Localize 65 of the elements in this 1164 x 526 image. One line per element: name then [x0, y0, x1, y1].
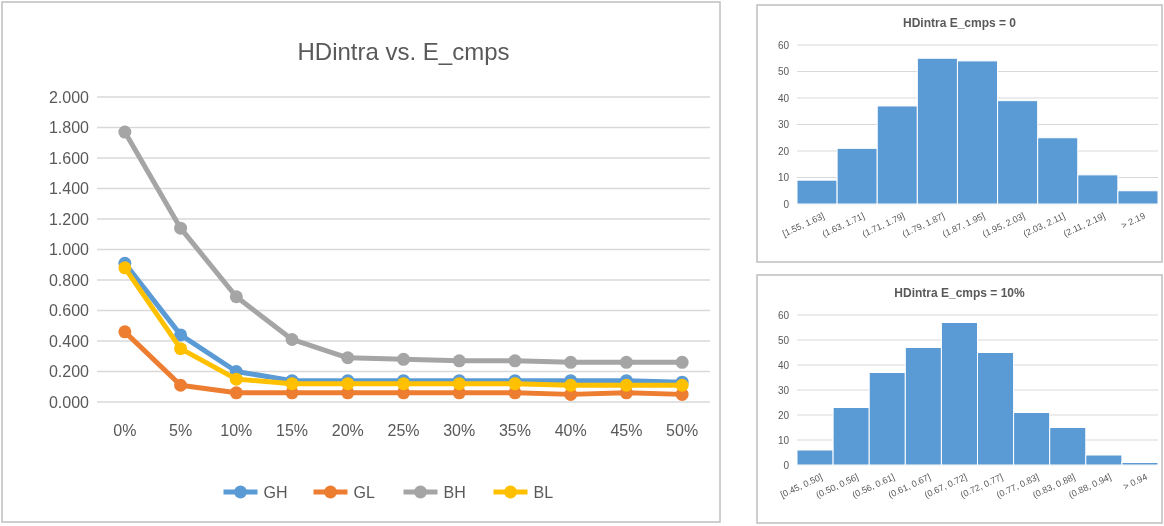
- point: [229, 372, 243, 386]
- point: [118, 325, 132, 339]
- y-tick-label: 0.000: [48, 393, 90, 411]
- point: [118, 261, 132, 275]
- x-tick-label: 35%: [498, 422, 531, 439]
- legend-label: GL: [353, 484, 375, 501]
- y-tick-label: 1.000: [48, 241, 90, 259]
- x-tick-label: > 0.94: [1121, 471, 1149, 492]
- y-tick-label: 30: [777, 119, 790, 130]
- x-tick-label: > 2.19: [1119, 210, 1147, 231]
- y-tick-label: 30: [777, 384, 790, 396]
- point: [285, 332, 299, 346]
- x-tick-label: 0%: [113, 422, 137, 439]
- y-tick-label: 1.400: [48, 180, 90, 198]
- y-tick-label: 40: [777, 359, 790, 371]
- x-tick-label: 5%: [169, 422, 193, 439]
- y-tick-label: 1.200: [48, 210, 90, 228]
- point: [229, 290, 243, 304]
- x-tick-label: 30%: [443, 422, 476, 439]
- legend-label: BH: [443, 484, 466, 501]
- x-tick-label: 50%: [666, 422, 699, 439]
- y-tick-label: 0.800: [48, 271, 90, 289]
- point: [452, 354, 466, 368]
- y-tick-label: 20: [777, 145, 790, 157]
- chart-title: HDintra vs. E_cmps: [297, 38, 510, 65]
- point: [619, 355, 633, 369]
- point: [174, 328, 188, 342]
- y-tick-label: 1.600: [48, 149, 90, 167]
- y-tick-label: 2.000: [48, 88, 90, 106]
- y-tick-label: 0.600: [48, 302, 90, 320]
- x-tick-label: 45%: [610, 422, 643, 439]
- y-tick-label: 50: [777, 66, 790, 77]
- y-tick-label: 1.800: [48, 119, 90, 137]
- chart-title: HDintra E_cmps = 0: [902, 16, 1017, 30]
- chart-title: HDintra E_cmps = 10%: [894, 286, 1026, 300]
- y-tick-label: 10: [777, 172, 790, 183]
- y-tick-label: 20: [777, 409, 790, 421]
- point: [174, 342, 188, 356]
- point: [174, 221, 188, 235]
- point: [564, 378, 578, 392]
- y-tick-label: 40: [777, 92, 790, 104]
- point: [229, 386, 243, 400]
- y-tick-label: 0: [783, 198, 790, 210]
- point: [619, 378, 633, 392]
- y-tick-label: 0.400: [48, 332, 90, 350]
- x-tick-label: 15%: [276, 422, 309, 439]
- x-tick-label: 40%: [554, 422, 587, 439]
- y-tick-label: 60: [777, 309, 790, 321]
- y-tick-label: 0.200: [48, 363, 90, 381]
- point: [564, 355, 578, 369]
- y-tick-label: 10: [777, 434, 790, 446]
- legend-label: BL: [533, 484, 554, 501]
- legend-label: GH: [263, 484, 288, 501]
- y-tick-label: 50: [777, 334, 790, 346]
- point: [397, 352, 410, 366]
- x-tick-label: 10%: [220, 422, 253, 439]
- point: [341, 351, 355, 365]
- y-tick-label: 60: [777, 39, 790, 51]
- x-tick-label: 20%: [331, 422, 364, 439]
- point: [508, 354, 522, 368]
- point: [174, 378, 188, 392]
- y-tick-label: 0: [783, 459, 790, 471]
- point: [675, 355, 689, 369]
- point: [118, 125, 132, 139]
- x-tick-label: 25%: [387, 422, 420, 439]
